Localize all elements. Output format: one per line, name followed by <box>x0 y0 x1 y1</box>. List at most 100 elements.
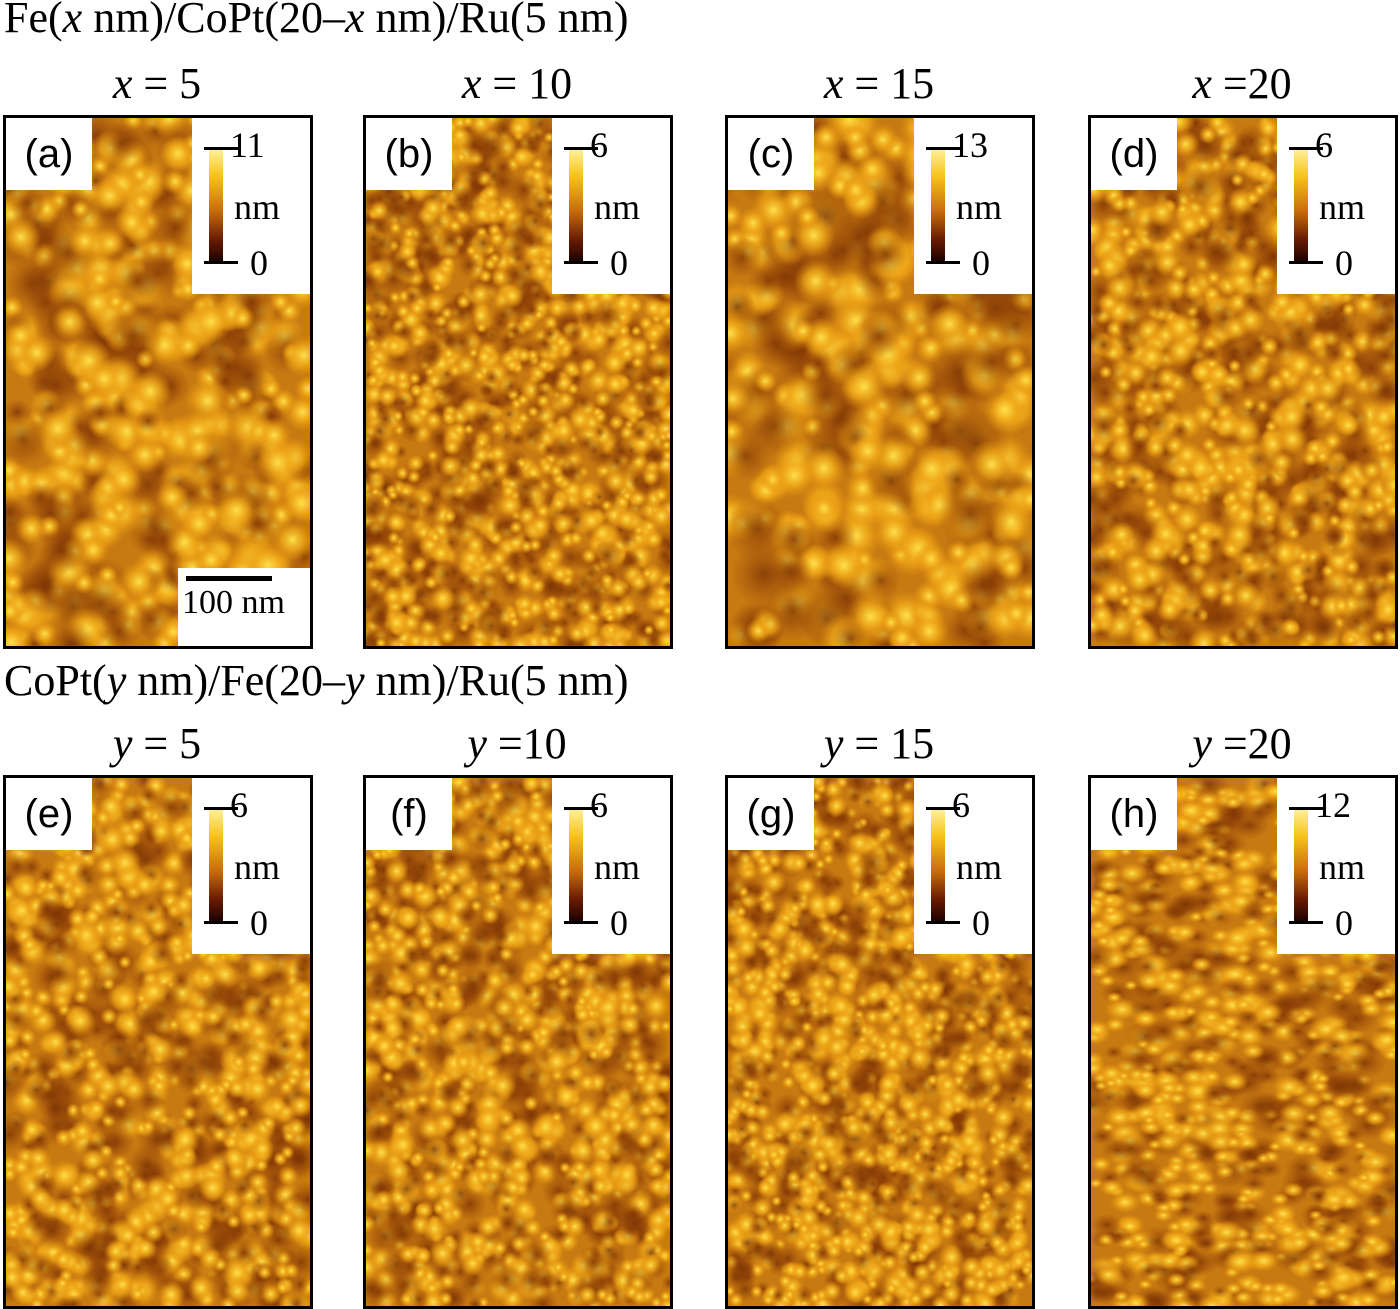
grain <box>653 487 669 503</box>
grain <box>466 575 501 610</box>
grain <box>423 410 444 431</box>
grain <box>578 507 605 534</box>
grain <box>84 358 125 399</box>
grain <box>604 623 618 637</box>
grain <box>575 433 597 455</box>
grain <box>523 301 541 319</box>
grain <box>442 438 462 457</box>
title-part: Fe( <box>4 0 63 42</box>
grain <box>546 594 559 608</box>
grain <box>431 281 443 293</box>
grain <box>543 545 565 567</box>
colorbar <box>931 148 945 262</box>
grain <box>914 541 949 576</box>
grain <box>487 222 502 238</box>
grain <box>441 255 456 270</box>
grain <box>473 233 494 253</box>
grain <box>1321 523 1347 549</box>
grain <box>519 539 534 554</box>
title-part: nm)/Fe(20– <box>126 656 345 705</box>
grain <box>135 407 162 434</box>
grain <box>593 389 613 409</box>
grain <box>384 194 420 230</box>
grain <box>431 543 451 564</box>
grain <box>1120 339 1139 358</box>
panel-title: x = 10 <box>363 58 671 109</box>
grain <box>391 410 404 423</box>
colorbar-min: 0 <box>1335 243 1353 283</box>
grain <box>643 624 655 636</box>
colorbar-min: 0 <box>250 243 268 283</box>
grain <box>25 481 57 513</box>
grain <box>47 619 97 646</box>
grain <box>451 181 482 212</box>
grain <box>1134 387 1153 407</box>
grain <box>173 331 203 361</box>
grain <box>97 609 142 646</box>
grain <box>1231 152 1254 175</box>
grain <box>451 421 468 438</box>
grain <box>542 326 557 341</box>
colorbar-max: 13 <box>952 125 988 165</box>
grain <box>396 490 427 521</box>
grain <box>797 367 854 424</box>
grain <box>909 611 950 646</box>
grain <box>1201 344 1221 364</box>
grain <box>494 625 514 645</box>
title-part: nm)/Ru(5 nm) <box>364 656 629 705</box>
scale-bar: 100 nm <box>178 568 310 646</box>
tick-bottom <box>204 261 238 264</box>
grain <box>1371 498 1387 513</box>
variable: x <box>112 59 133 108</box>
panel-title: y = 5 <box>3 718 311 769</box>
colorbar-max: 6 <box>1315 125 1333 165</box>
grain <box>1124 564 1154 595</box>
grain <box>1284 349 1316 381</box>
grain <box>90 176 129 216</box>
grain <box>508 520 524 535</box>
grain <box>528 259 553 284</box>
grain <box>728 495 791 562</box>
grain <box>627 570 651 594</box>
grain <box>1145 290 1173 318</box>
grain <box>1237 474 1259 495</box>
colorbar <box>1294 148 1308 262</box>
grain <box>527 405 540 418</box>
grain <box>1188 627 1221 646</box>
tick-bottom <box>926 261 960 264</box>
grain <box>1323 341 1348 366</box>
grain <box>394 368 411 385</box>
grain <box>114 257 161 304</box>
grain <box>72 571 96 595</box>
grain <box>1198 124 1218 145</box>
grain <box>967 440 1017 489</box>
variable: x <box>461 59 482 108</box>
grain <box>282 333 310 377</box>
colorbar-unit: nm <box>234 187 281 227</box>
grain <box>541 442 557 458</box>
grain <box>387 489 399 501</box>
grain <box>643 529 664 550</box>
tick-bottom <box>1289 261 1323 264</box>
colorbar-max: 11 <box>230 125 265 165</box>
grain <box>856 153 889 186</box>
grain <box>206 1156 227 1177</box>
grain <box>1155 365 1180 390</box>
grain <box>180 505 218 543</box>
grain <box>1320 563 1336 579</box>
colorbar <box>209 148 223 262</box>
grain <box>374 636 388 646</box>
grain <box>1342 606 1371 636</box>
grain <box>501 376 521 396</box>
grain <box>6 1202 22 1225</box>
grain <box>1311 397 1331 417</box>
grain <box>1295 548 1312 564</box>
variable: x <box>1192 59 1212 108</box>
grain <box>617 344 637 363</box>
grain <box>1206 534 1224 552</box>
grain <box>102 305 164 367</box>
grain <box>591 406 604 419</box>
grain <box>474 473 507 506</box>
grain <box>510 145 533 168</box>
grain <box>1235 304 1266 335</box>
